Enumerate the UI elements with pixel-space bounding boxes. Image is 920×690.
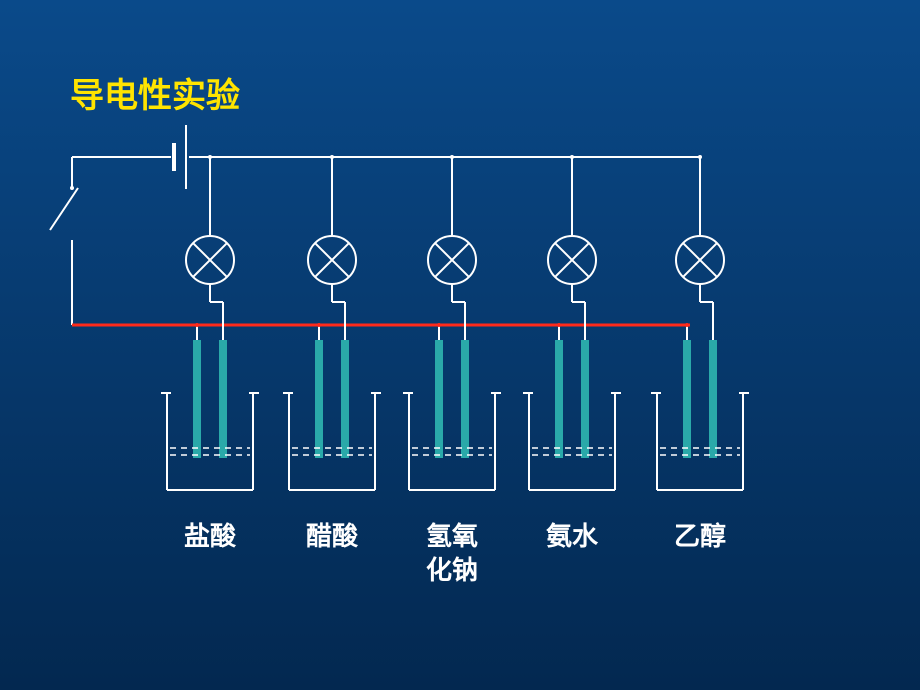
beaker-label-4: 乙醇 [650,520,750,554]
beaker-label-3: 氨水 [522,520,622,554]
beaker-label-2: 氢氧 化钠 [402,520,502,588]
beaker-label-0: 盐酸 [160,520,260,554]
beaker-label-1: 醋酸 [282,520,382,554]
